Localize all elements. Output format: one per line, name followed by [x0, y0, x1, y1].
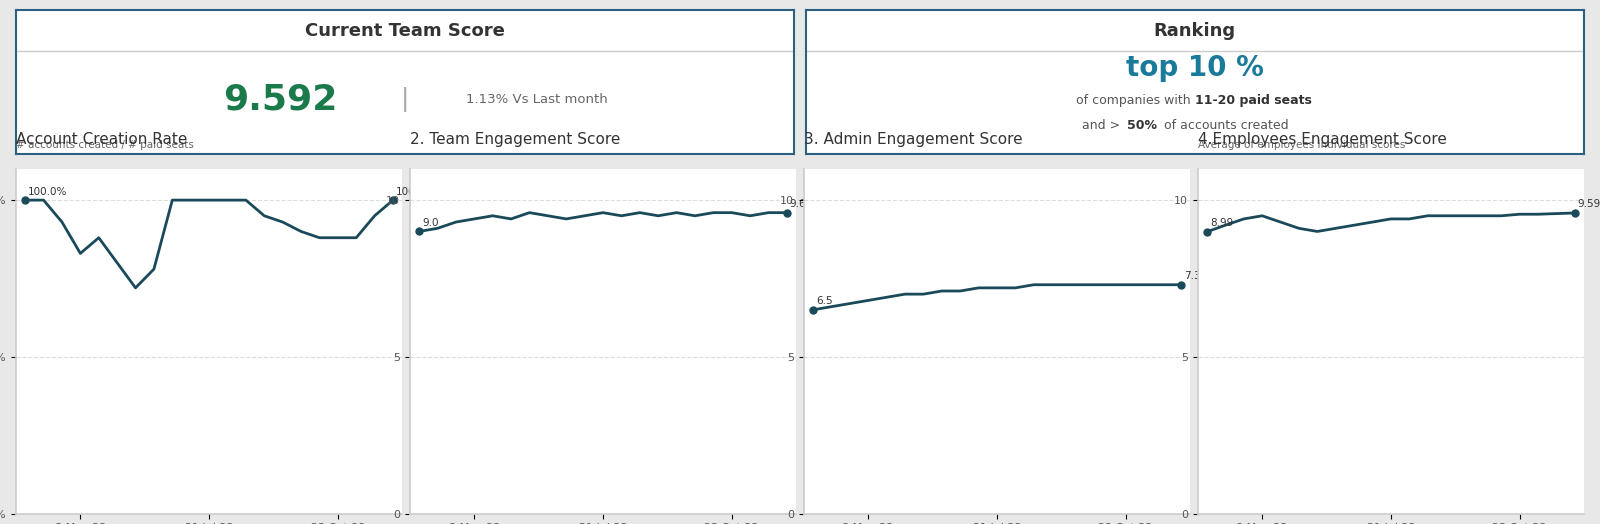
Text: 1.13% Vs Last month: 1.13% Vs Last month: [467, 93, 608, 106]
Text: Current Team Score: Current Team Score: [306, 21, 506, 40]
Text: of accounts created: of accounts created: [1160, 119, 1288, 132]
Text: of companies with: of companies with: [1077, 94, 1195, 107]
Text: and >: and >: [1082, 119, 1125, 132]
Text: 100.0%: 100.0%: [27, 187, 67, 196]
Text: 100.0%: 100.0%: [395, 187, 435, 196]
Text: Average of employees individual scores: Average of employees individual scores: [1198, 140, 1405, 150]
Text: |: |: [402, 87, 410, 112]
Text: 9.59: 9.59: [1578, 200, 1600, 210]
Text: Account Creation Rate: Account Creation Rate: [16, 132, 187, 147]
Text: 4.Employees Engagement Score: 4.Employees Engagement Score: [1198, 132, 1446, 147]
Text: 11-20 paid seats: 11-20 paid seats: [1195, 94, 1312, 107]
Text: 9.6: 9.6: [790, 199, 806, 209]
Text: 8.99: 8.99: [1210, 218, 1234, 228]
Text: 9.592: 9.592: [224, 83, 338, 116]
Text: top 10 %: top 10 %: [1126, 54, 1264, 82]
Text: 6.5: 6.5: [816, 296, 832, 306]
Text: 7.3: 7.3: [1184, 271, 1200, 281]
Text: 9.0: 9.0: [422, 218, 438, 228]
Text: # accounts created / # paid seats: # accounts created / # paid seats: [16, 140, 194, 150]
Text: Ranking: Ranking: [1154, 21, 1235, 40]
Text: 3. Admin Engagement Score: 3. Admin Engagement Score: [803, 132, 1022, 147]
Text: 2. Team Engagement Score: 2. Team Engagement Score: [410, 132, 621, 147]
Text: 50%: 50%: [1128, 119, 1157, 132]
